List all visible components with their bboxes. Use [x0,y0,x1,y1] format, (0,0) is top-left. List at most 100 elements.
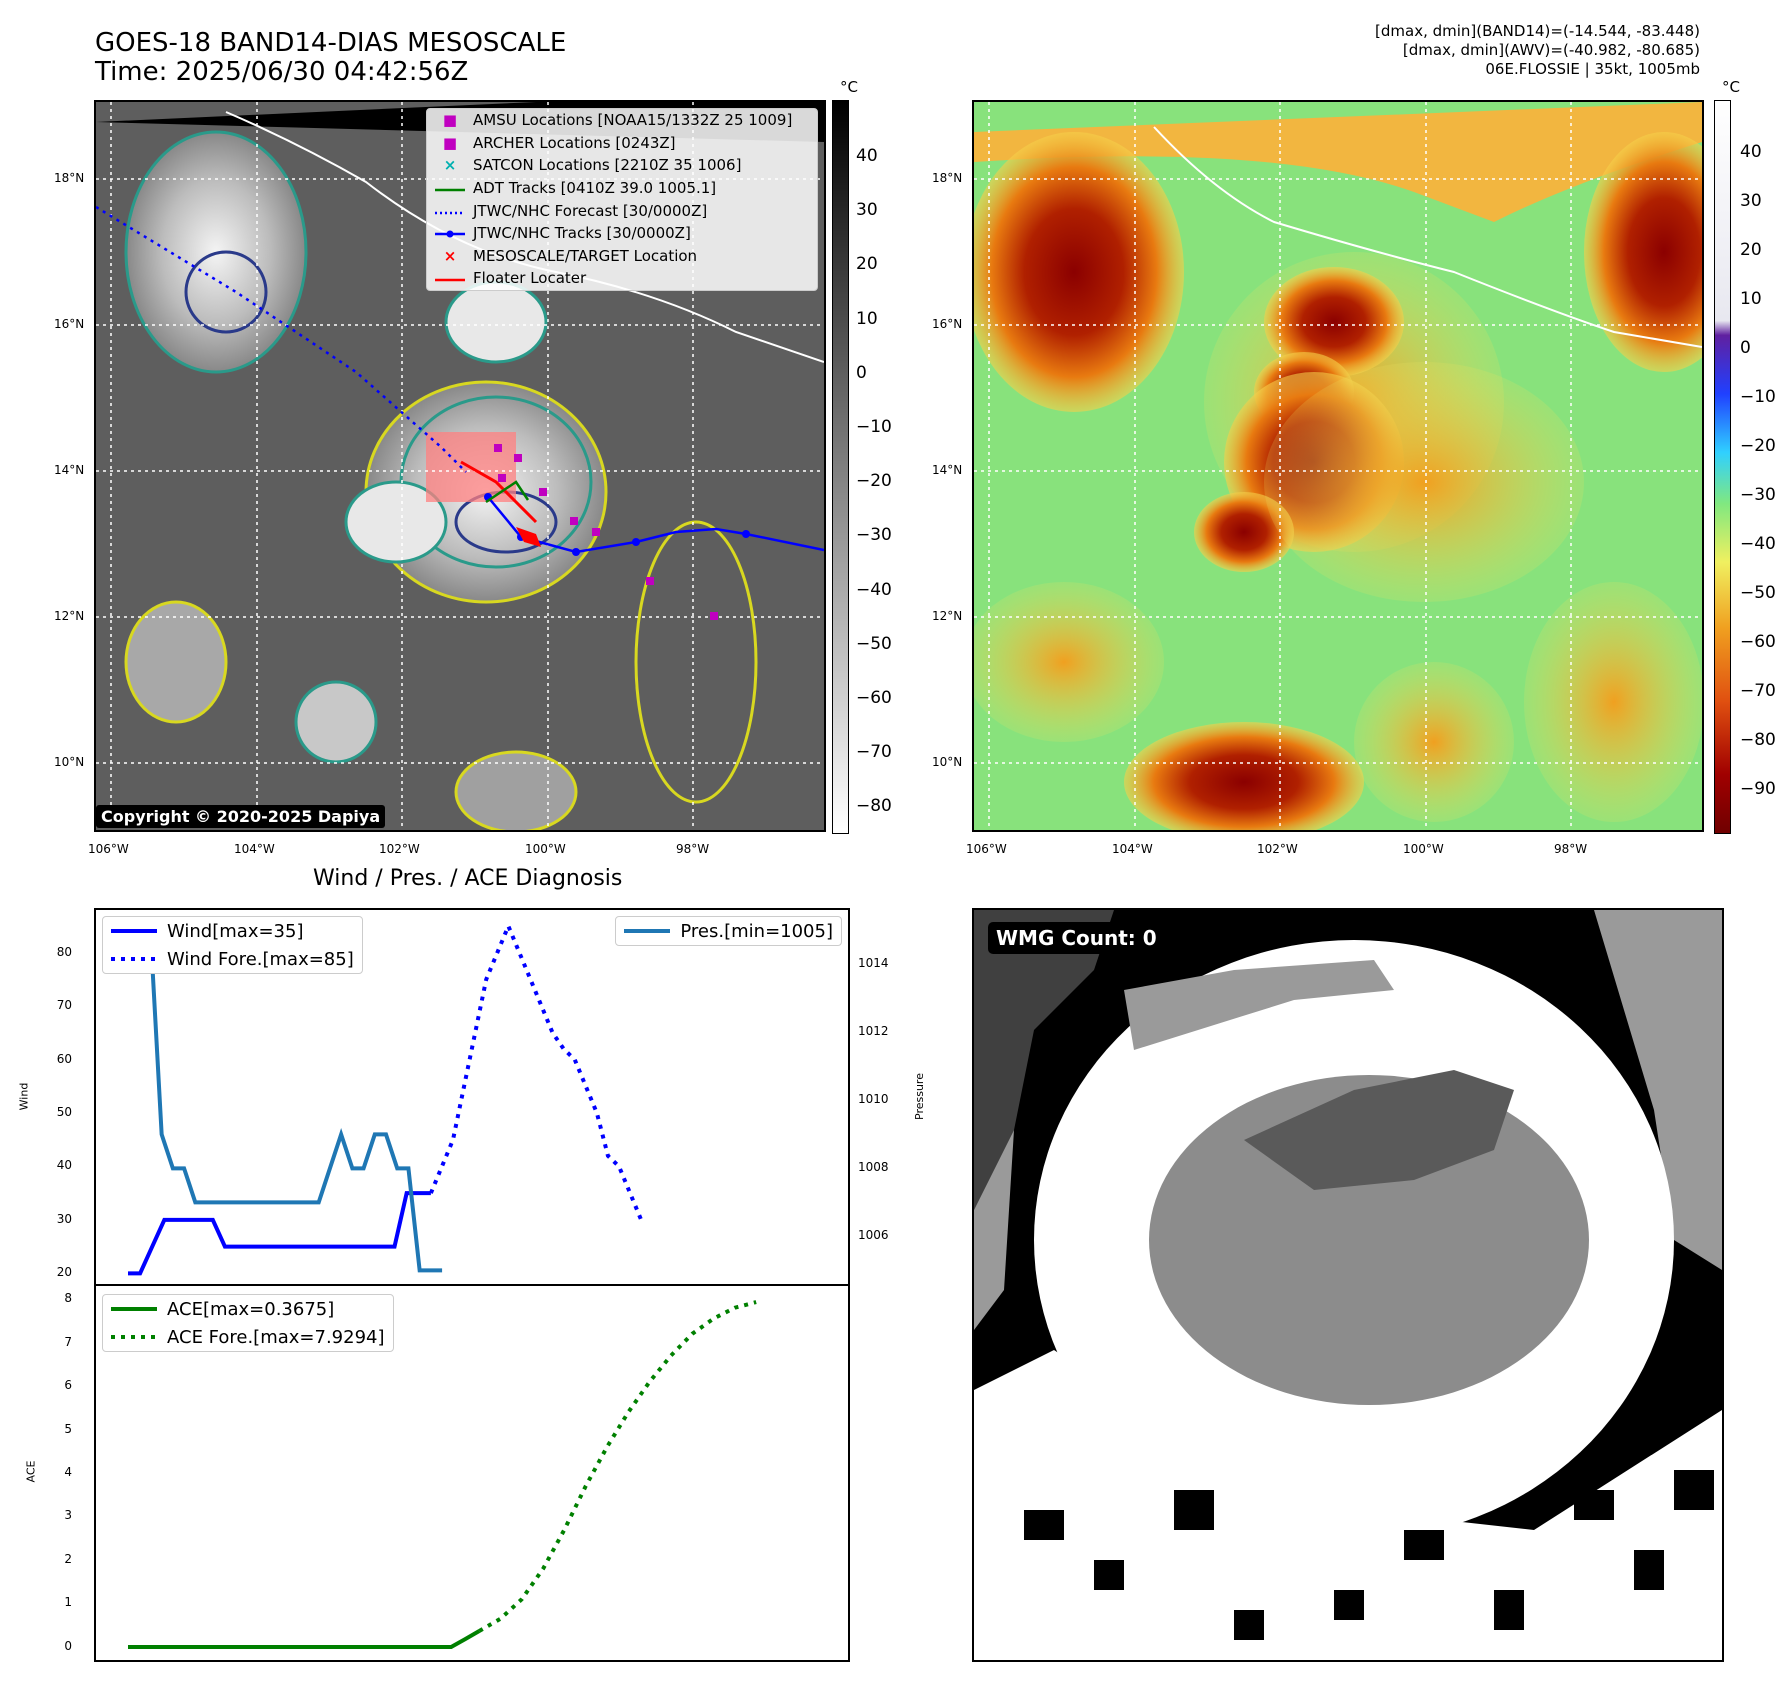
lon-tick: 104°W [234,842,275,856]
wmg-imagery [974,910,1722,1660]
lat-tick: 14°N [932,463,963,477]
ace-tick: 6 [64,1378,72,1393]
pressure-axis-label: Pressure [912,1073,926,1120]
lat-tick: 10°N [54,755,85,769]
ace-tick: 8 [64,1291,72,1306]
wind-tick: 70 [56,998,72,1013]
timestamp: Time: 2025/06/30 04:42:56Z [95,57,469,87]
colorbar-tick: −10 [856,417,892,437]
wmg-panel: WMG Count: 0 [972,908,1724,1662]
awv-range: [dmax, dmin](AWV)=(-40.982, -80.685) [1402,41,1700,59]
lon-tick: 104°W [1112,842,1153,856]
chart-title: GOES-18 BAND14-DIAS MESOSCALE [95,28,567,58]
colorbar-tick: −30 [856,525,892,546]
awv-imagery [974,102,1702,830]
pressure-tick: 1008 [858,1160,889,1175]
legend-item-wind: Wind[max=35] [111,920,304,942]
wind-tick: 40 [56,1158,72,1173]
colorbar-tick: −50 [856,633,892,654]
lat-tick: 14°N [54,463,85,477]
ace-tick: 4 [64,1465,72,1479]
lon-tick: 100°W [525,842,566,856]
colorbar-tick: −60 [856,688,892,708]
wind-tick: 60 [56,1051,72,1066]
colorbar-tick: −90 [1740,779,1776,799]
lon-tick: 100°W [1403,842,1444,856]
lat-tick: 12°N [54,609,85,623]
pressure-legend: Pres.[min=1005] [615,916,842,946]
colorbar-tick: −40 [856,579,892,600]
lon-tick: 98°W [1554,842,1588,856]
copyright-notice: Copyright © 2020-2025 Dapiya [96,805,386,828]
awv-map [972,100,1704,832]
colorbar-tick: 30 [1740,191,1762,211]
colorbar-tick: −20 [856,471,892,492]
wind-tick: 80 [56,944,72,959]
colorbar-tick: 40 [1740,142,1762,162]
ace-tick: 1 [64,1595,72,1610]
legend-item-amsu: ■ AMSU Locations [NOAA15/1332Z 25 1009] [442,111,793,130]
colorbar-tick: −70 [1740,681,1776,701]
legend-item-adt: ADT Tracks [0410Z 39.0 1005.1] [435,179,717,198]
pressure-tick: 1014 [858,956,889,971]
colorbar-tick: 0 [1740,338,1751,358]
ace-tick: 0 [64,1638,72,1653]
lon-tick: 98°W [676,842,710,856]
colorbar-tick: −20 [1740,436,1776,456]
legend-item-target: × MESOSCALE/TARGET Location [443,246,698,265]
legend-item-tracks: JTWC/NHC Tracks [30/0000Z] [427,222,817,245]
wmg-count-badge: WMG Count: 0 [988,922,1165,954]
colorbar-tick: 0 [856,362,867,383]
pressure-tick: 1006 [858,1228,889,1243]
ace-forecast-line [478,1300,757,1633]
legend-item-floater: Floater Locater [435,269,587,288]
colorbar-tick: −80 [856,796,892,817]
wind-axis-label: Wind [17,1082,31,1111]
lat-tick: 12°N [932,609,963,623]
ace-legend: ACE[max=0.3675] ACE Fore.[max=7.9294] [102,1294,394,1352]
wind-tick: 20 [56,1265,72,1280]
colorbar-tick: −10 [1740,387,1776,407]
legend-item-archer: ■ ARCHER Locations [0243Z] [442,133,676,152]
colorbar-unit: °C [840,78,858,96]
ace-plot: ACE[max=0.3675] ACE Fore.[max=7.9294] [94,1284,850,1662]
ace-tick: 5 [64,1421,72,1436]
ace-tick: 2 [64,1551,72,1566]
legend-item-satcon: × SATCON Locations [2210Z 35 1006] [443,156,742,175]
band14-map: ■ AMSU Locations [NOAA15/1332Z 25 1009] ■… [94,100,826,832]
colorbar-grayscale [832,100,849,834]
colorbar-tick: 20 [856,254,878,275]
legend-item-ace: ACE[max=0.3675] [111,1298,335,1320]
lon-tick: 106°W [966,842,1007,856]
legend-item-pressure: Pres.[min=1005] [624,920,833,942]
colorbar-tick: −30 [1740,485,1776,505]
wind-tick: 50 [56,1105,72,1120]
wind-pressure-plot: Wind[max=35] Wind Fore.[max=85] Pres.[mi… [94,908,850,1286]
colorbar-tick: −60 [1740,632,1776,652]
pressure-tick: 1012 [858,1024,889,1039]
pressure-tick: 1010 [858,1092,889,1107]
band14-range: [dmax, dmin](BAND14)=(-14.544, -83.448) [1375,22,1700,40]
storm-info: 06E.FLOSSIE | 35kt, 1005mb [1485,60,1700,78]
ace-line [128,1629,481,1649]
legend-item-ace-forecast: ACE Fore.[max=7.9294] [111,1326,385,1348]
legend-item-wind-forecast: Wind Fore.[max=85] [111,948,354,970]
colorbar-tick: −70 [856,742,892,763]
diagnosis-title: Wind / Pres. / ACE Diagnosis [313,866,623,891]
wind-pressure-canvas [128,920,644,1276]
colorbar-tick: −80 [1740,730,1776,750]
lat-tick: 18°N [932,171,963,185]
colorbar-tick: −50 [1740,583,1776,603]
ace-tick: 3 [64,1508,72,1523]
colorbar-tick: −40 [1740,534,1776,554]
lat-tick: 16°N [54,317,85,331]
legend-item-forecast: JTWC/NHC Forecast [30/0000Z] [435,201,708,220]
lat-tick: 18°N [54,171,85,185]
colorbar-tick: 30 [856,200,878,221]
colorbar-tick: 40 [856,146,878,166]
colorbar-tick: 10 [1740,289,1762,309]
colorbar-awv [1714,100,1731,834]
lat-tick: 16°N [932,317,963,331]
wind-forecast-line [429,920,644,1221]
colorbar-unit: °C [1722,78,1740,96]
